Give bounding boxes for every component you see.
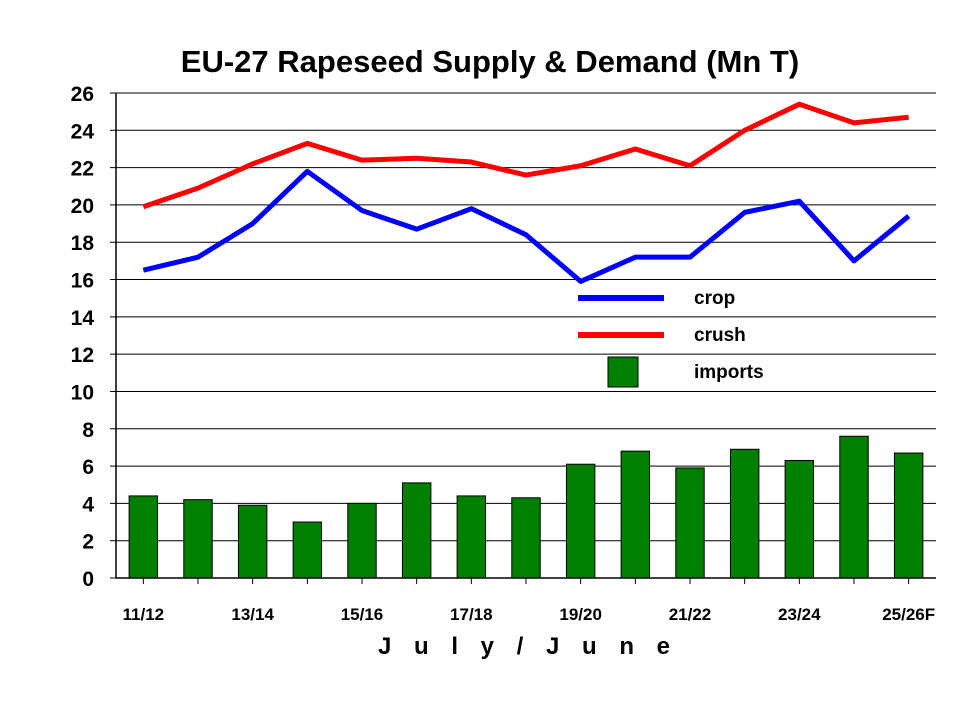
legend-swatch-imports xyxy=(607,356,639,388)
legend-label-imports: imports xyxy=(694,362,764,383)
bar-imports xyxy=(456,495,487,579)
x-tick-label: 17/18 xyxy=(450,605,493,624)
x-tick-label: 21/22 xyxy=(669,605,712,624)
x-tick-label: 23/24 xyxy=(778,605,821,624)
chart-title: EU-27 Rapeseed Supply & Demand (Mn T) xyxy=(181,44,799,79)
bar-imports xyxy=(237,504,268,579)
legend: crop crush imports xyxy=(578,288,764,388)
legend-label-crop: crop xyxy=(694,288,735,309)
bar-imports xyxy=(511,497,541,579)
x-tick-label: 25/26F xyxy=(882,605,935,624)
lines xyxy=(142,101,911,284)
y-tick-label: 20 xyxy=(71,195,94,218)
y-tick-label: 24 xyxy=(71,120,95,143)
y-tick-label: 18 xyxy=(71,232,95,255)
x-axis-label: J u l y / J u n e xyxy=(378,633,678,660)
series-line-crush xyxy=(142,101,909,210)
bar-imports xyxy=(784,459,815,579)
y-tick-label: 22 xyxy=(71,158,94,181)
y-tick-label: 8 xyxy=(82,419,94,442)
y-tick-label: 26 xyxy=(71,83,94,106)
bar-imports xyxy=(675,467,705,579)
x-tick-label: 11/12 xyxy=(123,605,165,624)
bar-imports xyxy=(292,521,323,579)
grid xyxy=(116,92,936,542)
y-tick-label: 12 xyxy=(71,344,94,367)
bar-imports xyxy=(565,463,596,579)
x-tick-label: 15/16 xyxy=(341,605,384,624)
y-tick-label: 16 xyxy=(71,270,94,293)
bars xyxy=(128,435,924,579)
legend-label-crush: crush xyxy=(694,325,746,346)
bar-imports xyxy=(128,495,159,579)
y-tick-label: 6 xyxy=(82,456,94,479)
x-tick-label: 13/14 xyxy=(231,605,274,624)
bar-imports xyxy=(893,452,924,579)
axes xyxy=(110,92,936,584)
bar-imports xyxy=(401,482,432,579)
y-tick-label: 0 xyxy=(82,568,94,591)
series-line-crop xyxy=(142,168,911,284)
y-tick-label: 2 xyxy=(82,531,94,554)
bar-imports xyxy=(347,502,377,579)
bar-imports xyxy=(183,499,213,579)
bar-imports xyxy=(839,435,869,579)
y-tick-label: 4 xyxy=(82,493,94,516)
y-tick-label: 10 xyxy=(71,381,94,404)
x-axis-ticks: 11/12 13/14 15/16 17/18 19/20 21/22 23/24 25/26… xyxy=(123,605,936,624)
bar-imports xyxy=(620,450,651,579)
x-tick-label: 19/20 xyxy=(559,605,602,624)
y-tick-label: 14 xyxy=(71,307,95,330)
bar-imports xyxy=(729,448,760,579)
